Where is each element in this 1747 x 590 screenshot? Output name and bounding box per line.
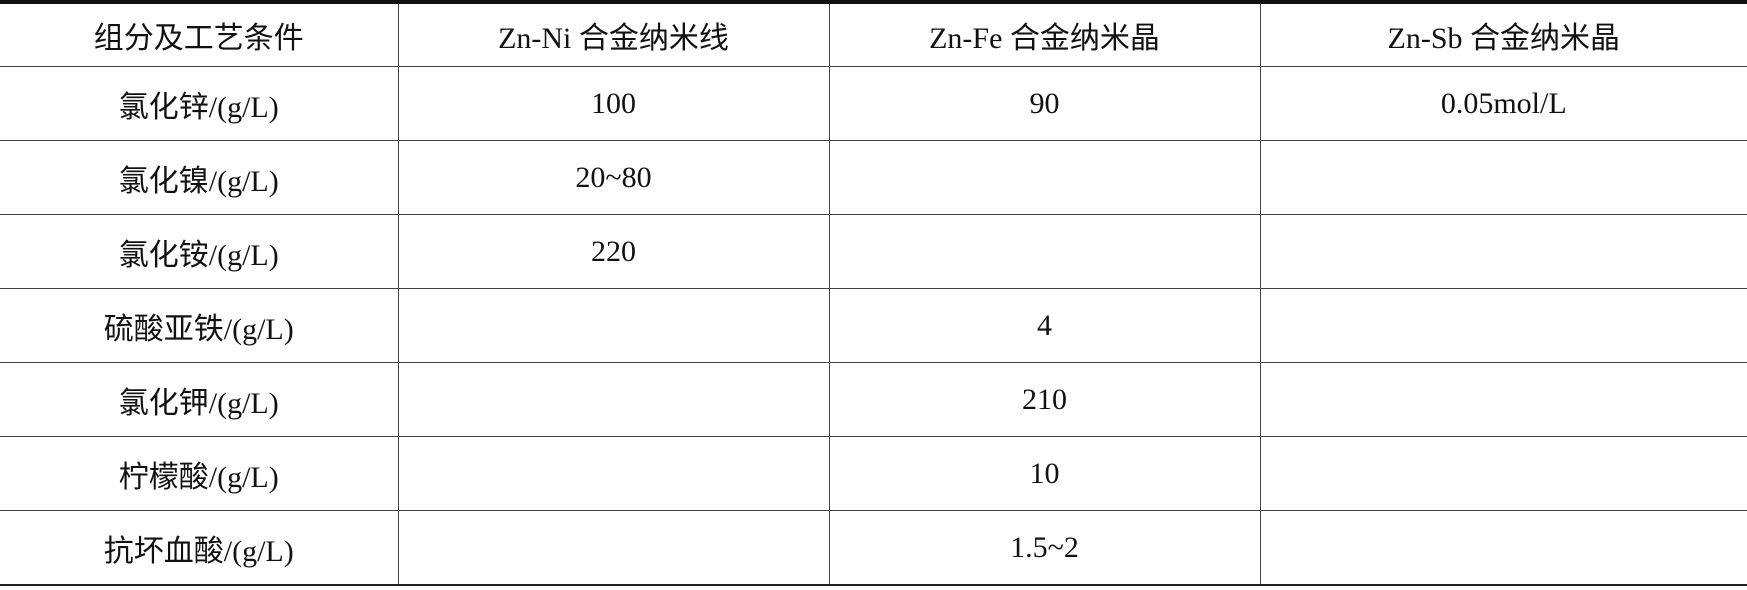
header-cell: Zn-Fe 合金纳米晶 — [828, 0, 1260, 67]
header-row: 组分及工艺条件 Zn-Ni 合金纳米线 Zn-Fe 合金纳米晶 Zn-Sb 合金… — [0, 0, 1747, 67]
value-cell — [828, 140, 1260, 215]
value-cell — [1259, 510, 1747, 586]
value-cell — [1259, 214, 1747, 289]
value-cell: 210 — [828, 362, 1260, 437]
value-cell — [397, 510, 829, 586]
row-label-cell: 氯化锌/(g/L) — [0, 66, 398, 141]
value-cell — [397, 362, 829, 437]
table-row: 抗坏血酸/(g/L) 1.5~2 — [0, 510, 1747, 586]
value-cell — [828, 214, 1260, 289]
value-cell: 1.5~2 — [828, 510, 1260, 586]
header-cell: Zn-Ni 合金纳米线 — [397, 0, 829, 67]
row-label-cell: 柠檬酸/(g/L) — [0, 436, 398, 511]
value-cell: 100 — [397, 66, 829, 141]
value-cell — [1259, 362, 1747, 437]
row-label-cell: 硫酸亚铁/(g/L) — [0, 288, 398, 363]
value-cell: 220 — [397, 214, 829, 289]
value-cell: 20~80 — [397, 140, 829, 215]
value-cell — [397, 288, 829, 363]
row-label-cell: 氯化镍/(g/L) — [0, 140, 398, 215]
value-cell — [1259, 288, 1747, 363]
header-cell: 组分及工艺条件 — [0, 0, 398, 67]
value-cell — [1259, 436, 1747, 511]
value-cell — [1259, 140, 1747, 215]
value-cell: 4 — [828, 288, 1260, 363]
table-row: 氯化锌/(g/L) 100 90 0.05mol/L — [0, 66, 1747, 141]
table-row: 氯化铵/(g/L) 220 — [0, 214, 1747, 289]
table-row: 硫酸亚铁/(g/L) 4 — [0, 288, 1747, 363]
table-row: 氯化钾/(g/L) 210 — [0, 362, 1747, 437]
row-label-cell: 抗坏血酸/(g/L) — [0, 510, 398, 586]
row-label-cell: 氯化铵/(g/L) — [0, 214, 398, 289]
table-row: 氯化镍/(g/L) 20~80 — [0, 140, 1747, 215]
value-cell: 90 — [828, 66, 1260, 141]
value-cell: 0.05mol/L — [1259, 66, 1747, 141]
row-label-cell: 氯化钾/(g/L) — [0, 362, 398, 437]
table-row: 柠檬酸/(g/L) 10 — [0, 436, 1747, 511]
value-cell: 10 — [828, 436, 1260, 511]
header-cell: Zn-Sb 合金纳米晶 — [1259, 0, 1747, 67]
value-cell — [397, 436, 829, 511]
